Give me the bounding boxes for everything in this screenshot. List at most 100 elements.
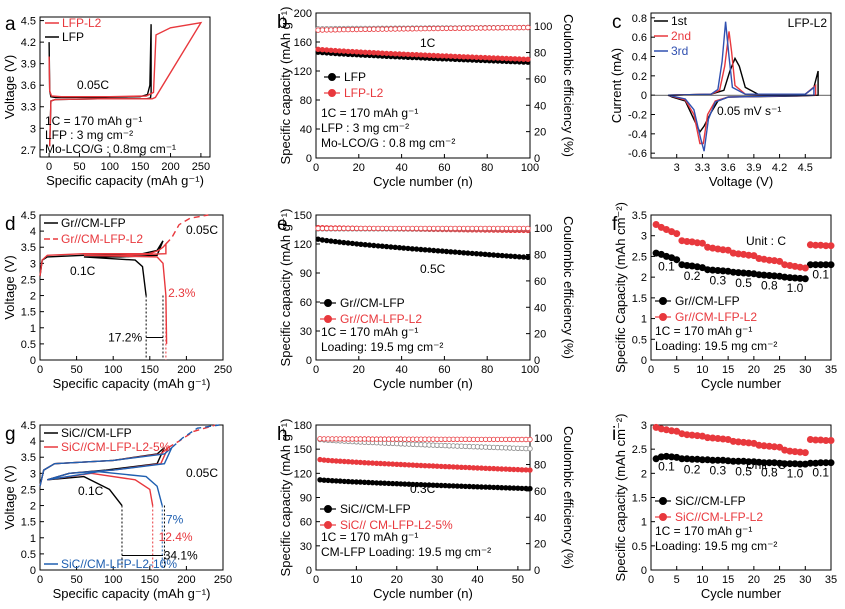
y2-tick-label: 80 xyxy=(534,48,546,60)
x-tick-label: 50 xyxy=(73,161,85,173)
y-tick-label: -0.6 xyxy=(628,148,647,160)
data-point xyxy=(465,250,471,256)
data-point xyxy=(527,485,533,492)
y-tick-label: 0.4 xyxy=(632,52,647,64)
legend-label: SiC//CM-LFP-L2-10% xyxy=(61,557,177,571)
legend-marker xyxy=(324,505,332,513)
panel-letter: f xyxy=(612,214,618,235)
x-tick-label: 80 xyxy=(481,162,493,174)
y2-tick-label: 40 xyxy=(534,100,546,112)
x-tick-label: 3.3 xyxy=(695,162,710,174)
data-point xyxy=(776,443,784,451)
legend-label: Gr//CM-LFP xyxy=(61,216,126,230)
x-tick-label: 100 xyxy=(104,574,122,586)
y-tick-label: 4.5 xyxy=(21,210,36,222)
annotation: LFP : 3 mg cm⁻² xyxy=(321,121,409,135)
x-tick-label: 0 xyxy=(313,364,319,376)
data-point xyxy=(448,249,454,255)
y2-tick-label: 0 xyxy=(534,565,540,577)
x-tick-label: 40 xyxy=(395,162,407,174)
legend-label: 3rd xyxy=(671,44,688,58)
panel-letter: b xyxy=(277,12,288,33)
x-tick-label: 0 xyxy=(37,574,43,586)
y-tick-label: 3.5 xyxy=(21,242,36,254)
data-point xyxy=(405,245,411,252)
data-point xyxy=(473,250,480,257)
x-tick-label: 60 xyxy=(438,364,450,376)
annotation: 0.3C xyxy=(410,482,436,496)
x-tick-label: 5 xyxy=(674,574,680,586)
x-axis-label: Specific capacity (mAh g⁻¹) xyxy=(53,586,211,601)
data-point xyxy=(328,47,334,53)
rate-label: 0.3 xyxy=(710,463,727,477)
panel-letter: d xyxy=(5,214,16,235)
x-axis-label: Specific capacity (mAh g⁻¹) xyxy=(46,173,204,188)
rate-label: 0.8 xyxy=(761,466,778,480)
x-tick-label: 100 xyxy=(101,161,119,173)
legend-marker xyxy=(328,89,336,97)
x-tick-label: 10 xyxy=(350,574,362,586)
annotation: 7% xyxy=(166,512,184,526)
legend-marker xyxy=(659,497,667,505)
data-point xyxy=(401,245,407,251)
data-point xyxy=(776,257,784,265)
legend-marker xyxy=(324,315,332,323)
data-point xyxy=(527,467,533,473)
y-tick-label: 2.5 xyxy=(632,444,647,456)
x-tick-label: 20 xyxy=(748,364,760,376)
plot-frame xyxy=(39,16,211,158)
legend-label: Gr//CM-LFP-L2 xyxy=(675,310,757,324)
data-point xyxy=(516,254,522,260)
x-tick-label: 50 xyxy=(70,574,82,586)
legend-label: SiC//CM-LFP-L2 xyxy=(675,510,763,524)
y-tick-label: 180 xyxy=(294,420,312,432)
x-tick-label: 20 xyxy=(748,574,760,586)
y-axis-label: Specific Capacity (mAh cm⁻²) xyxy=(613,202,628,373)
rate-label: 0.5 xyxy=(735,464,752,478)
data-point xyxy=(341,48,347,54)
data-point xyxy=(435,248,441,254)
y-tick-label: 1.5 xyxy=(21,307,36,319)
y-tick-label: 120 xyxy=(294,66,312,78)
data-point xyxy=(328,238,334,244)
x-tick-label: 25 xyxy=(773,574,785,586)
x-tick-label: 100 xyxy=(104,364,122,376)
legend-marker xyxy=(324,299,332,307)
y-tick-label: 0.5 xyxy=(632,334,647,346)
y-tick-label: 160 xyxy=(294,37,312,49)
y-tick-label: -0.4 xyxy=(628,129,647,141)
y-tick-label: 4 xyxy=(30,226,36,238)
y-tick-label: 90 xyxy=(300,268,312,280)
x-axis-label: Cycle number (n) xyxy=(373,376,473,391)
y-tick-label: 4.5 xyxy=(21,16,36,28)
x-tick-label: 150 xyxy=(141,364,159,376)
y2-tick-label: 100 xyxy=(534,223,552,235)
y-tick-label: 1 xyxy=(641,314,647,326)
y-tick-label: -0.2 xyxy=(628,110,647,122)
legend-label: Gr//CM-LFP xyxy=(340,296,405,310)
plot-frame xyxy=(39,424,224,571)
data-point xyxy=(724,246,732,254)
rate-label: 0.3 xyxy=(710,274,727,288)
data-point xyxy=(520,254,527,260)
x-tick-label: 30 xyxy=(799,364,811,376)
data-point xyxy=(371,242,377,249)
data-point xyxy=(319,237,326,243)
legend-label: LFP-L2 xyxy=(344,86,384,100)
annotation: Mo-LCO/G : 0.8 mg cm⁻² xyxy=(321,136,455,150)
data-point xyxy=(490,252,497,258)
y-tick-label: 4.2 xyxy=(21,37,36,49)
annotation: Unit : C xyxy=(746,458,786,472)
y-tick-label: 3 xyxy=(30,123,36,135)
data-point xyxy=(801,275,809,283)
legend-marker xyxy=(659,513,667,521)
x-tick-label: 0 xyxy=(648,574,654,586)
annotation: Mo-LCO/G : 0.8mg cm⁻¹ xyxy=(45,142,176,156)
y-tick-label: 3 xyxy=(641,231,647,243)
x-tick-label: 60 xyxy=(438,162,450,174)
panel-i: i 0 5 10 15 20 25 30 35 0 0.5 1 1.5 2 2.5 3 Cycle number… xyxy=(612,414,837,601)
x-tick-label: 0 xyxy=(313,574,319,586)
